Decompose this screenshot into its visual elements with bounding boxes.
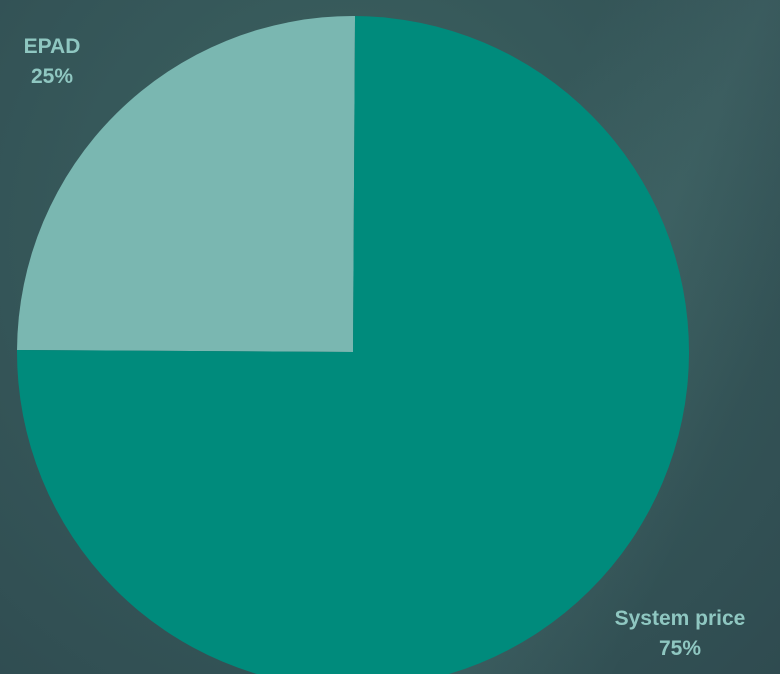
pie-slice-epad bbox=[17, 16, 356, 353]
data-label-system-price-percent: 75% bbox=[658, 637, 702, 660]
data-label-system-price-name: System price bbox=[614, 607, 746, 630]
pie-slice-system-price bbox=[17, 16, 689, 674]
data-label-epad-percent: 25% bbox=[30, 65, 74, 88]
data-label-epad: EPAD 25% bbox=[0, 32, 104, 92]
data-label-system-price: System price 75% bbox=[582, 604, 778, 664]
data-label-epad-name: EPAD bbox=[23, 35, 81, 58]
